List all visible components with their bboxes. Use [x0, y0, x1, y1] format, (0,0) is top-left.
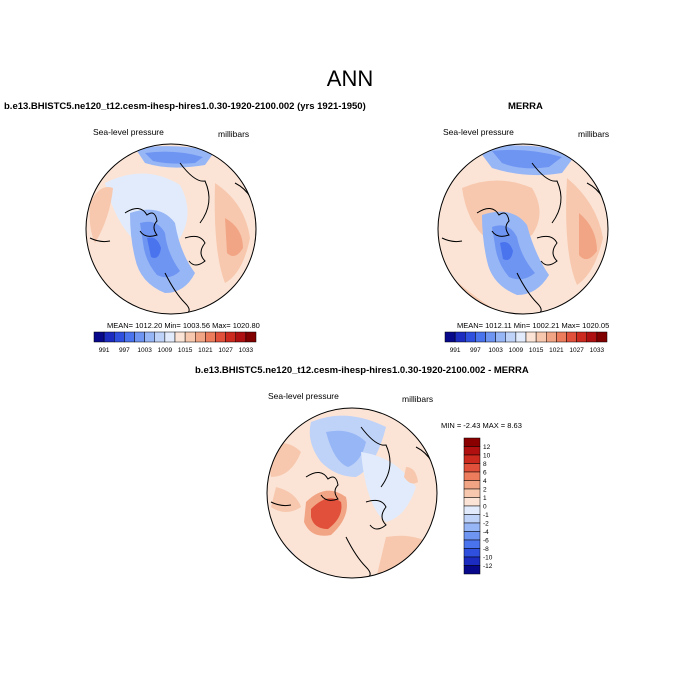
- map-model-slp: [85, 143, 257, 315]
- colorbar-swatch: [535, 331, 547, 343]
- colorbar-swatch: [525, 331, 537, 343]
- colorbar-tick-label: -1: [483, 512, 489, 519]
- colorbar-swatch: [463, 437, 481, 447]
- colorbar-tick-label: 8: [483, 461, 487, 468]
- colorbar-tick-label: 1033: [590, 347, 605, 354]
- colorbar-swatch: [174, 331, 186, 343]
- colorbar-swatch: [215, 331, 226, 343]
- colorbar-swatch: [463, 514, 481, 524]
- panel-1-stats: MEAN= 1012.20 Min= 1003.56 Max= 1020.80: [107, 321, 260, 330]
- panel-1-title: b.e13.BHISTC5.ne120_t12.cesm-ihesp-hires…: [4, 101, 366, 112]
- map-merra-slp: [437, 143, 609, 315]
- colorbar-swatch: [596, 331, 608, 343]
- colorbar-tick-label: -4: [483, 529, 489, 536]
- colorbar-swatch: [463, 531, 481, 541]
- colorbar-swatch: [124, 331, 135, 343]
- colorbar-swatch: [576, 331, 587, 343]
- colorbar-tick-label: -6: [483, 538, 489, 545]
- colorbar-tick-label: 12: [483, 444, 491, 451]
- colorbar-swatch: [463, 454, 481, 464]
- colorbar-tick-label: 1027: [218, 347, 233, 354]
- colorbar-tick-label: 2: [483, 487, 487, 494]
- panel-1-units-label: millibars: [218, 129, 250, 139]
- colorbar-swatch: [463, 471, 481, 481]
- map-difference-slp: [266, 407, 438, 579]
- colorbar-tick-label: 1021: [549, 347, 564, 354]
- colorbar-swatch: [134, 331, 145, 343]
- colorbar-swatch: [495, 331, 506, 343]
- colorbar-swatch: [463, 497, 481, 507]
- panel-3-units-label: millibars: [402, 394, 434, 404]
- colorbar-tick-label: 1009: [509, 347, 524, 354]
- colorbar-tick-label: 1033: [239, 347, 254, 354]
- colorbar-swatch: [463, 480, 481, 490]
- colorbar-swatch: [164, 331, 176, 343]
- colorbar-swatch: [225, 331, 236, 343]
- colorbar-swatch: [463, 539, 481, 549]
- colorbar-tick-label: 0: [483, 504, 487, 511]
- panel-2-units-label: millibars: [578, 129, 610, 139]
- colorbar-swatch: [586, 331, 598, 343]
- colorbar-model: 991 997 1003 1009 1015 1021 1027 1033: [93, 331, 257, 354]
- colorbar-swatch: [463, 565, 481, 575]
- panel-2-stats: MEAN= 1012.11 Min= 1002.21 Max= 1020.05: [457, 321, 610, 330]
- panel-3-variable-label: Sea-level pressure: [268, 391, 339, 401]
- colorbar-tick-label: -12: [483, 563, 493, 570]
- colorbar-tick-label: 1015: [529, 347, 544, 354]
- panel-2-title: MERRA: [508, 101, 543, 112]
- colorbar-swatch: [566, 331, 577, 343]
- colorbar-tick-label: 10: [483, 453, 491, 460]
- colorbar-tick-label: 1: [483, 495, 487, 502]
- colorbar-swatch: [103, 331, 115, 343]
- colorbar-tick-label: 1027: [569, 347, 584, 354]
- colorbar-swatch: [485, 331, 496, 343]
- colorbar-swatch: [463, 463, 481, 473]
- colorbar-swatch: [144, 331, 155, 343]
- colorbar-swatch: [205, 331, 216, 343]
- colorbar-tick-label: 1009: [158, 347, 173, 354]
- colorbar-swatch: [463, 556, 481, 566]
- colorbar-swatch: [114, 331, 125, 343]
- colorbar-swatch: [505, 331, 517, 343]
- colorbar-tick-label: 4: [483, 478, 487, 485]
- colorbar-tick-label: 1003: [488, 347, 503, 354]
- colorbar-swatch: [463, 522, 481, 532]
- colorbar-swatch: [463, 446, 481, 456]
- colorbar-tick-label: -2: [483, 521, 489, 528]
- colorbar-swatch: [515, 331, 527, 343]
- colorbar-swatch: [454, 331, 466, 343]
- panel-1-variable-label: Sea-level pressure: [93, 127, 164, 137]
- colorbar-swatch: [463, 488, 481, 498]
- colorbar-tick-label: 1015: [178, 347, 193, 354]
- colorbar-swatch: [463, 505, 481, 515]
- colorbar-swatch: [93, 331, 105, 343]
- colorbar-swatch: [556, 331, 567, 343]
- colorbar-swatch: [235, 331, 247, 343]
- colorbar-swatch: [465, 331, 476, 343]
- colorbar-tick-label: 997: [119, 347, 130, 354]
- panel-3-title: b.e13.BHISTC5.ne120_t12.cesm-ihesp-hires…: [195, 365, 529, 376]
- colorbar-tick-label: -8: [483, 546, 489, 553]
- colorbar-swatch: [475, 331, 486, 343]
- colorbar-swatch: [154, 331, 166, 343]
- colorbar-tick-label: 1021: [198, 347, 213, 354]
- colorbar-merra: 991 997 1003 1009 1015 1021 1027 1033: [444, 331, 608, 354]
- colorbar-tick-label: 6: [483, 470, 487, 477]
- colorbar-tick-label: 991: [450, 347, 461, 354]
- colorbar-swatch: [195, 331, 206, 343]
- colorbar-tick-label: 997: [470, 347, 481, 354]
- colorbar-swatch: [184, 331, 196, 343]
- panel-3-stats: MIN = -2.43 MAX = 8.63: [441, 421, 522, 430]
- colorbar-swatch: [245, 331, 257, 343]
- page-title: ANN: [326, 66, 374, 91]
- panel-2-variable-label: Sea-level pressure: [443, 127, 514, 137]
- colorbar-swatch: [444, 331, 456, 343]
- colorbar-tick-label: 1003: [137, 347, 152, 354]
- colorbar-swatch: [546, 331, 557, 343]
- colorbar-tick-label: 991: [99, 347, 110, 354]
- colorbar-tick-label: -10: [483, 555, 493, 562]
- colorbar-swatch: [463, 548, 481, 558]
